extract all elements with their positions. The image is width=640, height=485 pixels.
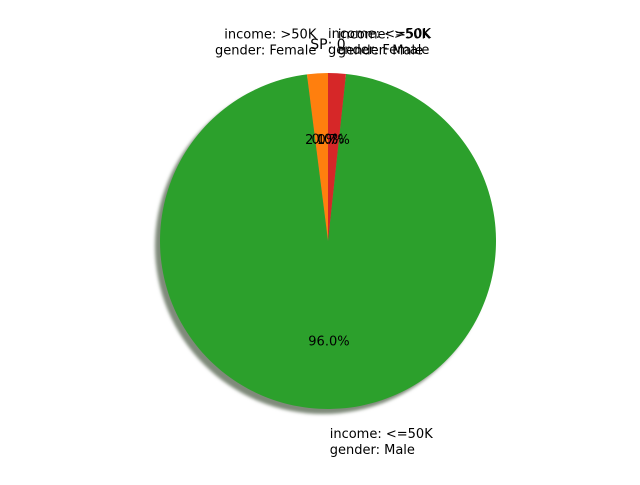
pie-slice-label-line: income: >50K <box>338 27 431 42</box>
pie-percent-labels: 0.0%2.0% 96.0% 1.7% <box>305 133 350 350</box>
pie-pct-label-income-50k-gender-male: 96.0% <box>308 334 349 349</box>
pie-slice-income-50k-gender-male <box>328 73 346 241</box>
pie-slice-income-50k-gender-male <box>159 73 496 410</box>
pie-slice-label-line: income: <=50K <box>330 427 433 442</box>
pie-slice-label-line: gender: Male <box>338 43 423 58</box>
pie-slice-label-line: income: <=50K <box>328 27 431 42</box>
pie-slice-label-income-50k-gender-female: income: <=50K gender: Female <box>328 27 431 58</box>
pie-slice-label-income-50k-gender-female: income: >50K gender: Female <box>215 28 317 59</box>
pie-slice-income-50k-gender-female <box>306 73 328 241</box>
pie-slice-label-line: gender: Male <box>330 443 415 458</box>
pie-slice-label-line: gender: Female <box>215 44 316 59</box>
pie-slice-label-income-50k-gender-male: income: >50K gender: Male <box>338 27 431 58</box>
pie-slice-label-line: gender: Female <box>328 43 429 58</box>
pie-pct-label-income-50k-gender-male: 1.7% <box>317 133 350 148</box>
pie-pct-label-income-50k-gender-female: 2.0% <box>305 133 338 148</box>
pie-pct-label-income-50k-gender-female: 0.0% <box>311 133 344 148</box>
pie-slice-label-income-50k-gender-male: income: <=50K gender: Male <box>330 427 433 458</box>
pie-slice-label-line: income: >50K <box>224 28 317 43</box>
pie-slices <box>159 73 496 410</box>
chart-title: SP: 0 <box>310 37 345 53</box>
